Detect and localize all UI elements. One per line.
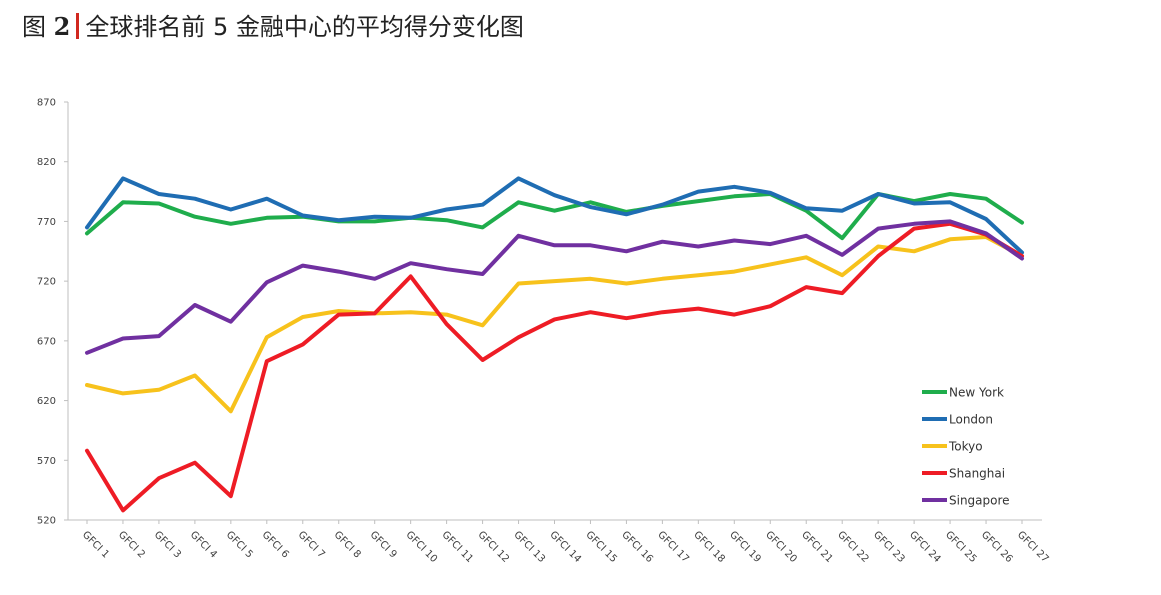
- x-tick-label: GFCI 20: [763, 529, 799, 565]
- y-tick-label: 770: [37, 217, 56, 228]
- legend-label-shanghai: Shanghai: [949, 467, 1005, 481]
- chart-series-lines: [85, 176, 1024, 513]
- x-tick-label: GFCI 22: [835, 529, 871, 565]
- x-tick-label: GFCI 25: [943, 529, 979, 565]
- x-tick-label: GFCI 15: [583, 529, 619, 565]
- series-line-singapore: [85, 219, 1024, 355]
- x-tick-label: GFCI 1: [80, 529, 111, 560]
- legend-label-london: London: [949, 413, 993, 427]
- x-tick-label: GFCI 2: [116, 529, 147, 560]
- x-tick-label: GFCI 21: [799, 529, 835, 565]
- x-tick-label: GFCI 17: [655, 529, 691, 565]
- x-tick-label: GFCI 24: [907, 529, 943, 565]
- y-tick-label: 570: [37, 456, 56, 467]
- x-tick-label: GFCI 19: [727, 529, 763, 565]
- y-tick-label: 670: [37, 336, 56, 347]
- x-tick-label: GFCI 18: [691, 529, 727, 565]
- series-line-shanghai: [85, 221, 1024, 513]
- figure-prefix: 图: [22, 13, 46, 41]
- y-tick-label: 820: [37, 157, 56, 168]
- x-tick-label: GFCI 6: [260, 529, 291, 560]
- x-tick-label: GFCI 13: [511, 529, 547, 565]
- figure-caption: 全球排名前 5 金融中心的平均得分变化图: [85, 13, 524, 41]
- y-tick-label: 870: [37, 98, 56, 109]
- y-tick-label: 620: [37, 396, 56, 407]
- x-tick-label: GFCI 14: [547, 529, 583, 565]
- x-tick-label: GFCI 26: [979, 529, 1015, 565]
- x-tick-label: GFCI 27: [1015, 529, 1051, 565]
- legend-label-singapore: Singapore: [949, 494, 1010, 508]
- series-line-tokyo: [85, 235, 1024, 414]
- legend-label-tokyo: Tokyo: [948, 440, 983, 454]
- x-tick-label: GFCI 5: [224, 529, 255, 560]
- x-tick-label: GFCI 10: [404, 529, 440, 565]
- figure-title: 图 2 全球排名前 5 金融中心的平均得分变化图: [22, 10, 524, 44]
- x-tick-label: GFCI 4: [188, 529, 219, 560]
- x-tick-label: GFCI 7: [296, 529, 327, 560]
- title-separator-bar: [76, 13, 80, 39]
- figure-number: 2: [53, 12, 71, 41]
- y-tick-label: 520: [37, 516, 56, 527]
- x-tick-label: GFCI 9: [368, 529, 399, 560]
- x-tick-label: GFCI 8: [332, 529, 363, 560]
- x-tick-label: GFCI 3: [152, 529, 183, 560]
- series-line-london: [85, 176, 1024, 255]
- series-line-new-york: [85, 192, 1024, 241]
- x-tick-label: GFCI 23: [871, 529, 907, 565]
- x-tick-label: GFCI 12: [475, 529, 511, 565]
- x-tick-label: GFCI 16: [619, 529, 655, 565]
- y-tick-label: 720: [37, 277, 56, 288]
- chart-legend: New York London Tokyo Shanghai Singapore: [922, 386, 1010, 508]
- x-tick-label: GFCI 11: [439, 529, 475, 565]
- legend-label-new-york: New York: [949, 386, 1004, 400]
